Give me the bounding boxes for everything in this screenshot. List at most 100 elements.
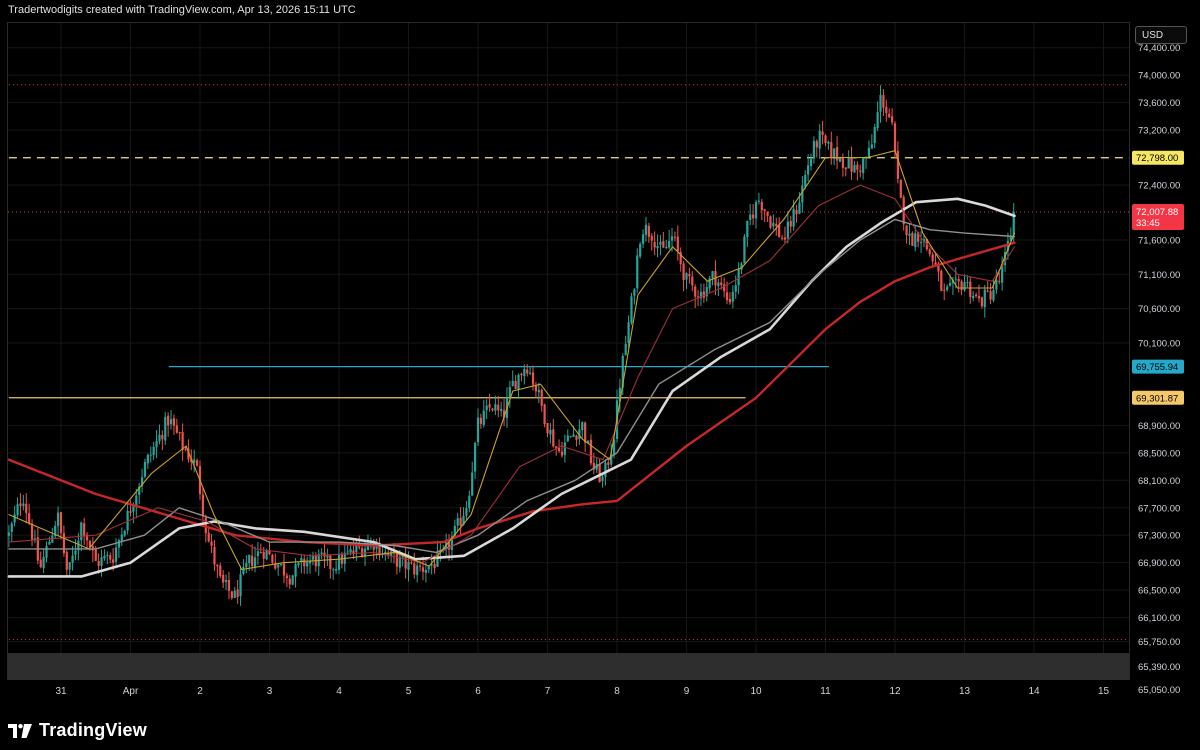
price-tick-label: 74,000.00 [1138,71,1180,82]
candle-body [421,567,425,572]
candle-body [668,241,671,248]
candle-body [882,95,885,108]
candle-body [841,158,844,168]
candle-body [320,552,323,555]
candle-body [68,562,71,570]
candle-body [294,564,297,577]
candle-body [711,271,714,279]
candle-body [491,408,494,411]
candle-body [88,540,92,548]
candle-body [821,131,824,135]
candle-body [601,476,604,481]
candle-body [7,532,10,536]
candle-body [804,174,807,187]
candle-body [815,141,818,148]
candle-body [563,442,566,455]
level-price-badge [1132,390,1184,405]
candle-body [888,113,891,118]
candle-body [546,423,549,434]
price-tick-label: 67,300.00 [1138,531,1180,542]
candle-body [754,201,758,219]
tradingview-brand[interactable]: TradingView [8,720,147,741]
time-tick-label: 7 [545,686,551,697]
price-tick-label: 66,500.00 [1138,586,1180,597]
candle-body [760,201,763,211]
candle-body [256,551,260,557]
candle-body [352,550,355,554]
candle-body [100,557,103,566]
candle-body [604,462,607,477]
candle-body [862,158,865,173]
price-tick-label: 68,500.00 [1138,448,1180,459]
candle-body [201,494,204,517]
candle-body [187,448,190,460]
candle-body [891,116,894,123]
horizontal-gridlines [8,47,1129,667]
candle-body [893,123,897,152]
candle-body [630,296,633,323]
price-tick-label: 68,900.00 [1138,421,1180,432]
candle-body [271,554,274,563]
level-price-badge [1132,150,1184,165]
candle-body [401,556,404,558]
candle-body [471,472,474,496]
currency-selector[interactable]: USD [1135,26,1187,44]
candle-body [184,448,187,450]
moving-average-line [7,241,1016,547]
candle-body [233,590,236,598]
candle-body [65,552,68,570]
candle-body [279,564,283,566]
candle-body [16,504,19,516]
candle-body [196,460,199,466]
candle-body [937,264,940,272]
candle-body [288,578,291,585]
moving-average-line [8,184,1016,564]
candle-body [114,547,118,562]
candle-body [517,374,520,390]
price-tick-label: 66,100.00 [1138,613,1180,624]
candle-body [789,220,792,227]
candle-body [262,551,265,559]
candle-body [28,513,31,524]
candle-body [957,279,960,282]
candle-body [980,297,983,307]
candle-body [424,570,427,573]
candle-body [859,170,862,172]
candle-body [830,142,833,159]
candle-body [572,434,575,437]
candle-body [769,216,772,228]
candle-body [633,289,636,296]
candle-body [870,144,873,149]
candle-body [146,454,149,464]
candle-body [827,141,830,144]
candle-body [13,514,16,523]
candle-body [433,563,436,569]
time-tick-label: 13 [959,686,971,697]
candle-body [39,559,42,568]
candle-body [670,236,674,241]
price-tick-label: 74,400.00 [1138,43,1180,54]
price-tick-label: 66,900.00 [1138,558,1180,569]
candle-body [783,237,787,240]
candle-body [138,486,141,495]
candle-body [847,157,850,169]
candle-body [951,280,955,284]
candle-body [778,225,781,237]
candle-body [919,242,923,244]
candle-body [19,503,22,507]
candle-body [578,429,581,440]
candle-body [193,459,196,463]
candle-body [917,232,920,242]
candle-body [306,562,309,567]
candle-body [45,545,48,558]
candle-body [752,214,755,219]
time-tick-label: 6 [475,686,481,697]
price-chart[interactable]: 74,400.00 74,000.00 73,600.00 73,200.00 72,4… [0,0,1200,705]
time-tick-label: 31 [55,686,67,697]
candle-body [1009,235,1012,241]
candle-body [109,555,112,560]
candle-body [659,241,662,245]
candle-body [798,202,801,214]
candle-body [511,380,514,387]
candle-body [598,463,601,483]
